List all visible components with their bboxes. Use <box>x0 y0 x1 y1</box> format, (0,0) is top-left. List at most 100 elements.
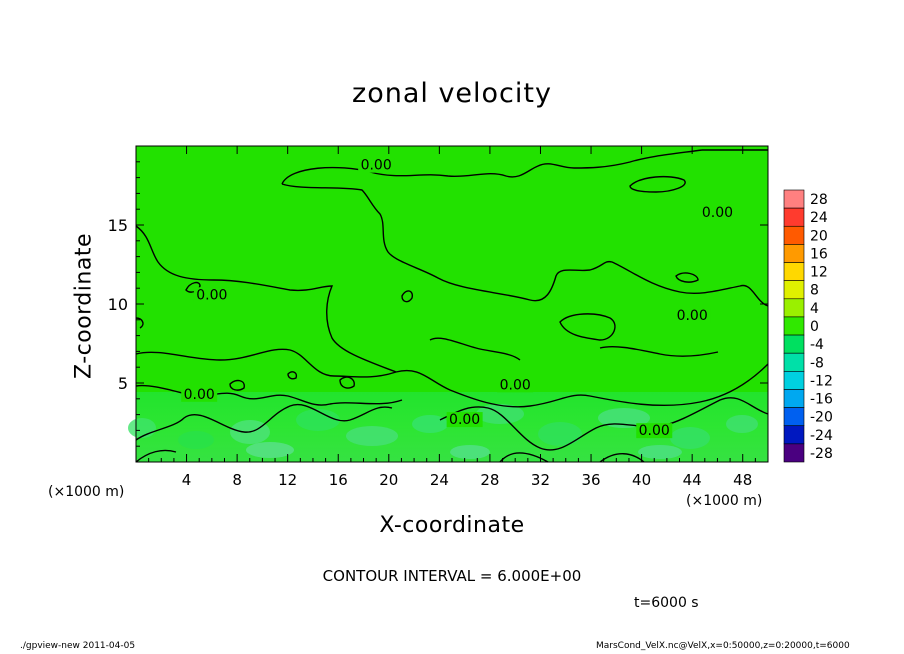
colorbar-swatch <box>783 371 805 390</box>
contour-label-bg <box>193 287 230 303</box>
colorbar-label: 16 <box>810 246 828 262</box>
eddy-blob <box>178 431 214 449</box>
contour-interval-label: CONTOUR INTERVAL = 6.000E+00 <box>322 567 582 585</box>
colorbar-label: -24 <box>810 428 833 444</box>
zero-contour <box>629 175 686 193</box>
colorbar-swatch <box>783 443 805 463</box>
zero-contour <box>135 225 397 373</box>
footer-program-label: ./gpview-new 2011-04-05 <box>20 641 136 651</box>
contour-label-bg <box>497 377 534 393</box>
colorbar-swatch <box>783 262 805 281</box>
colorbar-swatch <box>783 225 805 245</box>
colorbar-label: 12 <box>810 265 828 281</box>
y-tick-label: 5 <box>118 374 128 393</box>
colorbar-swatch <box>783 425 805 445</box>
colorbar-swatch <box>783 352 805 372</box>
x-tick-label: 36 <box>581 471 600 489</box>
contour-label-bg <box>674 307 711 323</box>
x-tick-label: 32 <box>531 471 550 489</box>
eddy-blob <box>726 415 758 433</box>
contour-label: 0.00 <box>449 412 480 428</box>
zero-contour <box>559 313 616 341</box>
colorbar-label: -20 <box>810 410 833 426</box>
contour-label-bg <box>636 423 673 439</box>
eddy-blob <box>128 418 156 438</box>
x-axis-label: X-coordinate <box>379 513 525 538</box>
eddy-blob <box>346 426 398 446</box>
zero-contour <box>401 290 414 303</box>
colorbar-label: 0 <box>810 319 819 335</box>
colorbar-swatch <box>783 298 805 318</box>
contour-label-bg <box>699 205 736 221</box>
x-unit-label-right: (×1000 m) <box>686 493 763 509</box>
time-label: t=6000 s <box>634 595 699 611</box>
colorbar-swatch <box>783 244 805 263</box>
zero-contour <box>135 348 769 408</box>
contour-label: 0.00 <box>184 387 215 403</box>
eddy-blob <box>638 445 682 459</box>
eddy-blob <box>412 415 448 433</box>
colorbar-swatch <box>783 316 805 336</box>
zero-contour <box>675 272 699 283</box>
colorbar-label: -8 <box>810 355 824 371</box>
colorbar-label: 4 <box>810 301 819 317</box>
colorbar-label: -16 <box>810 392 833 408</box>
zero-contour <box>287 371 298 380</box>
zero-contour <box>229 379 245 391</box>
colorbar-label: -28 <box>810 446 833 462</box>
colorbar-label: 20 <box>810 228 828 244</box>
x-tick-label: 48 <box>733 471 752 489</box>
eddy-blob <box>296 409 340 431</box>
colorbar-label: 8 <box>810 283 819 299</box>
zero-contour <box>135 403 393 441</box>
colorbar-swatch <box>783 334 805 354</box>
zero-contour <box>429 337 719 361</box>
x-tick-label: 12 <box>278 471 297 489</box>
y-tick-label: 15 <box>108 216 128 235</box>
x-tick-label: 28 <box>480 471 499 489</box>
y-tick-label: 10 <box>108 295 128 314</box>
colorbar-label: -12 <box>810 373 833 389</box>
colorbar-label: -4 <box>810 337 824 353</box>
contour-label-bg <box>358 157 395 173</box>
contour-label: 0.00 <box>677 308 708 324</box>
colorbar-label: 28 <box>810 192 828 208</box>
contour-label: 0.00 <box>196 287 227 303</box>
contour-label-bg <box>446 412 483 428</box>
x-tick-label: 44 <box>683 471 702 489</box>
colorbar-swatch <box>783 389 805 408</box>
eddy-blob <box>450 445 490 459</box>
y-axis-label: Z-coordinate <box>71 233 97 379</box>
zero-contour <box>339 376 355 389</box>
footer-source-label: MarsCond_VelX.nc@VelX,x=0:50000,z=0:2000… <box>596 641 850 651</box>
x-tick-label: 16 <box>329 471 348 489</box>
eddy-blob <box>246 442 294 458</box>
x-tick-label: 4 <box>182 471 192 489</box>
contour-label: 0.00 <box>500 377 531 393</box>
eddy-blob <box>670 427 710 449</box>
x-tick-label: 24 <box>430 471 449 489</box>
colorbar-swatch <box>783 407 805 427</box>
contour-label: 0.00 <box>361 158 392 174</box>
contour-label: 0.00 <box>702 205 733 221</box>
eddy-blob <box>598 408 650 428</box>
colorbar-label: 24 <box>810 210 828 226</box>
colorbar-swatch <box>783 207 805 227</box>
colorbar-swatch <box>783 280 805 300</box>
contour-label: 0.00 <box>639 423 670 439</box>
chart-title: zonal velocity <box>352 78 552 109</box>
y-axis: 5 10 15 <box>108 161 768 447</box>
zero-contour <box>439 397 769 451</box>
zero-contour <box>135 317 144 329</box>
zero-contour <box>185 281 201 293</box>
x-axis: 4 8 12 16 20 24 28 32 36 40 44 48 <box>148 146 756 489</box>
zero-contour <box>281 183 769 307</box>
colorbar-swatch <box>783 189 805 209</box>
contour-label-bg <box>181 386 218 402</box>
x-tick-label: 40 <box>632 471 651 489</box>
x-tick-label: 8 <box>232 471 242 489</box>
eddy-blob <box>538 422 582 446</box>
contour-labels: 0.00 0.00 0.00 0.00 0.00 0.00 0.00 0.00 <box>181 157 736 439</box>
colorbar: 28 24 20 16 12 8 4 0 -4 -8 -12 -16 -20 -24 -28 <box>783 189 833 463</box>
